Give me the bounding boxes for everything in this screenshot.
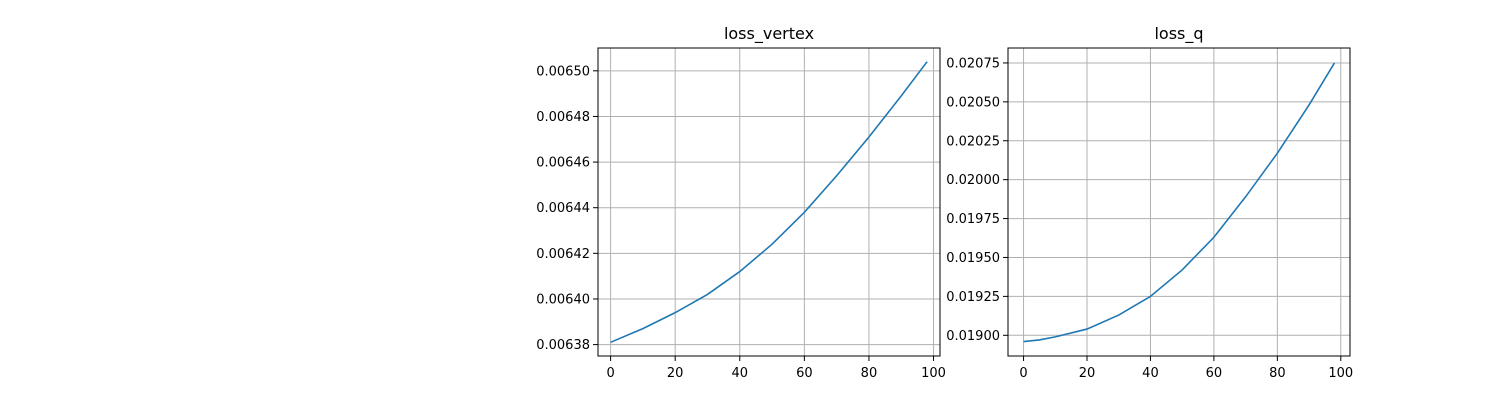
x-tick-label: 80 xyxy=(861,366,878,381)
axes-frame xyxy=(1007,47,1351,357)
y-tick-label: 0.00640 xyxy=(536,292,590,307)
y-tick-label: 0.01900 xyxy=(946,329,1000,344)
y-tick-label: 0.00644 xyxy=(536,201,590,216)
y-tick-label: 0.00638 xyxy=(536,338,590,353)
y-tick-label: 0.00650 xyxy=(536,64,590,79)
y-tick-label: 0.02075 xyxy=(946,56,1000,71)
y-tick-label: 0.00646 xyxy=(536,156,590,171)
x-tick-label: 40 xyxy=(731,366,748,381)
chart-loss-q: 0 20 40 60 80 100 0.01900 0.01925 0.01950 0.01975… xyxy=(946,24,1353,381)
y-tick-label: 0.02000 xyxy=(946,173,1000,188)
y-tick-label: 0.00648 xyxy=(536,110,590,125)
y-tick-label: 0.00642 xyxy=(536,247,590,262)
x-tick-label: 20 xyxy=(1079,366,1096,381)
x-tick-label: 100 xyxy=(1328,366,1353,381)
x-tick-label: 0 xyxy=(606,366,614,381)
x-tick-label: 20 xyxy=(667,366,684,381)
x-tick-label: 60 xyxy=(796,366,813,381)
series-line-0 xyxy=(610,61,928,344)
y-tick-label: 0.01925 xyxy=(946,290,1000,305)
series-line-0 xyxy=(1023,62,1336,343)
x-tick-label: 100 xyxy=(921,366,946,381)
y-tick-label: 0.02050 xyxy=(946,95,1000,110)
chart-loss-vertex: 0 20 40 60 80 100 0.00638 0.00640 0.00642 0.00644… xyxy=(536,24,946,381)
y-tick-label: 0.02025 xyxy=(946,134,1000,149)
y-tick-label: 0.01950 xyxy=(946,251,1000,266)
y-tick-label: 0.01975 xyxy=(946,212,1000,227)
x-tick-label: 60 xyxy=(1206,366,1223,381)
chart-title: loss_q xyxy=(1154,24,1203,44)
x-tick-label: 80 xyxy=(1269,366,1286,381)
x-tick-label: 0 xyxy=(1019,366,1027,381)
chart-title: loss_vertex xyxy=(724,24,814,44)
axes-frame xyxy=(597,47,941,357)
x-tick-label: 40 xyxy=(1142,366,1159,381)
